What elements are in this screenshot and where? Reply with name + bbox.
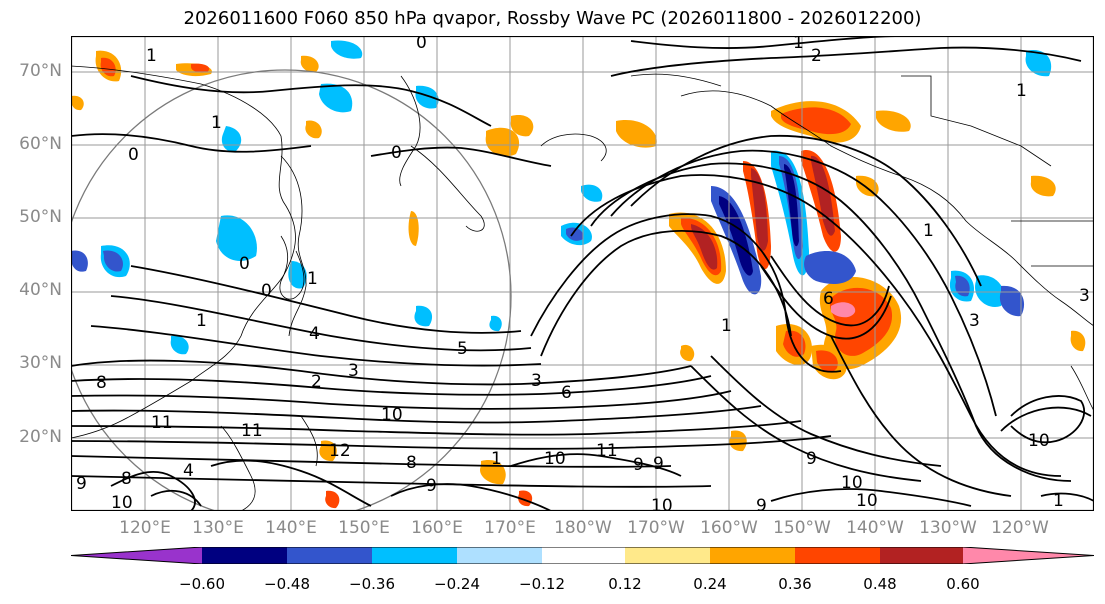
contour-label: 0 (128, 145, 139, 165)
lat-label-70n: 70°N (19, 61, 62, 81)
lon-label-120w: 120°W (991, 518, 1049, 538)
colorbar-svg (70, 546, 1095, 565)
map-frame (71, 36, 1094, 511)
lon-label-140e: 140°E (265, 518, 317, 538)
contour-label: 1 (146, 46, 157, 66)
contour-label: 3 (348, 361, 359, 381)
colorbar-segment (287, 547, 372, 564)
contour-label: 8 (406, 453, 417, 473)
contour-label: 1 (196, 311, 207, 331)
contour-label: 1 (307, 269, 318, 289)
contour-label: 9 (653, 454, 664, 474)
contours (71, 36, 1094, 511)
contour-label: 4 (309, 324, 320, 344)
contour-label: 4 (183, 461, 194, 481)
colorbar-segment (963, 547, 1094, 564)
lon-label-160w: 160°W (700, 518, 758, 538)
colorbar-tick: −0.12 (519, 575, 565, 593)
contour-label: 0 (391, 143, 402, 163)
contour-label: 3 (531, 371, 542, 391)
lon-label-170e: 170°E (484, 518, 536, 538)
contour-label: 0 (261, 281, 272, 301)
lon-label-130e: 130°E (192, 518, 244, 538)
contour-label: 11 (596, 441, 618, 461)
contour-label: 0 (239, 254, 250, 274)
contour-label: 1 (1053, 491, 1064, 511)
lat-label-30n: 30°N (19, 353, 62, 373)
contour-label: 6 (561, 383, 572, 403)
contour-label: 2 (311, 372, 322, 392)
colorbar-segment (710, 547, 795, 564)
contour-label: 3 (969, 311, 980, 331)
contour-label: 9 (633, 455, 644, 475)
lat-label-40n: 40°N (19, 280, 62, 300)
contour-label: 10 (841, 473, 863, 493)
contour-label: 9 (756, 496, 767, 511)
lon-label-180w: 180°W (554, 518, 612, 538)
lon-label-150e: 150°E (338, 518, 390, 538)
contour-label: 9 (806, 449, 817, 469)
contour-label: 1 (923, 221, 934, 241)
contour-label: 8 (121, 469, 132, 489)
lat-label-60n: 60°N (19, 134, 62, 154)
contour-label: 0 (416, 36, 427, 53)
contour-label: 10 (544, 449, 566, 469)
contour-label: 1 (1016, 81, 1027, 101)
contour-label: 1 (211, 113, 222, 133)
reference-circle (71, 69, 512, 511)
map-panel: 0 1 2 0 1 0 1 0 0 1 1 4 5 2 3 3 6 10 11 … (71, 36, 1094, 511)
colorbar-tick: 0.12 (608, 575, 642, 593)
lon-label-140w: 140°W (846, 518, 904, 538)
contour-label: 11 (241, 421, 263, 441)
lon-label-150w: 150°W (773, 518, 831, 538)
contour-label: 6 (823, 289, 834, 309)
contour-label: 8 (96, 373, 107, 393)
colorbar-tick: −0.48 (264, 575, 310, 593)
lat-label-50n: 50°N (19, 207, 62, 227)
colorbar-segment (625, 547, 710, 564)
colorbar-segment (457, 547, 542, 564)
contour-label: 11 (151, 413, 173, 433)
contour-label: 1 (721, 316, 732, 336)
colorbar (70, 546, 1095, 565)
colorbar-tick: −0.36 (349, 575, 395, 593)
colorbar-tick: 0.48 (863, 575, 897, 593)
coastlines (71, 65, 1094, 511)
lon-label-120e: 120°E (119, 518, 171, 538)
colorbar-segment (542, 547, 625, 564)
map-svg: 0 1 2 0 1 0 1 0 0 1 1 4 5 2 3 3 6 10 11 … (71, 36, 1094, 511)
lon-label-130w: 130°W (919, 518, 977, 538)
contour-label: 5 (457, 339, 468, 359)
contour-label: 10 (381, 405, 403, 425)
colorbar-segment (71, 547, 202, 564)
colorbar-tick: −0.24 (434, 575, 480, 593)
qvapor-shading (71, 40, 1086, 509)
contour-label: 10 (1028, 431, 1050, 451)
colorbar-segment (202, 547, 287, 564)
contour-label: 3 (1079, 286, 1090, 306)
lat-label-20n: 20°N (19, 427, 62, 447)
contour-label: 10 (856, 491, 878, 511)
lon-label-160e: 160°E (411, 518, 463, 538)
colorbar-segment (372, 547, 457, 564)
contour-label: 9 (426, 476, 437, 496)
contour-label: 2 (811, 46, 822, 66)
colorbar-tick: 0.60 (946, 575, 980, 593)
contour-label: 1 (793, 36, 804, 53)
colorbar-tick: 0.24 (693, 575, 727, 593)
contour-label: 12 (329, 441, 351, 461)
contour-label: 10 (111, 493, 133, 511)
contour-labels: 0 1 2 0 1 0 1 0 0 1 1 4 5 2 3 3 6 10 11 … (76, 36, 1090, 511)
map-title: 2026011600 F060 850 hPa qvapor, Rossby W… (183, 8, 922, 29)
contour-label: 1 (491, 449, 502, 469)
lon-label-170w: 170°W (627, 518, 685, 538)
contour-label: 10 (651, 496, 673, 511)
colorbar-tick: 0.36 (778, 575, 812, 593)
colorbar-tick: −0.60 (179, 575, 225, 593)
contour-label: 9 (76, 474, 87, 494)
colorbar-segment (795, 547, 880, 564)
colorbar-segment (880, 547, 963, 564)
